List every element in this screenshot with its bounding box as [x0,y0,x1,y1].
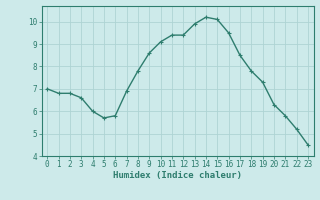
X-axis label: Humidex (Indice chaleur): Humidex (Indice chaleur) [113,171,242,180]
